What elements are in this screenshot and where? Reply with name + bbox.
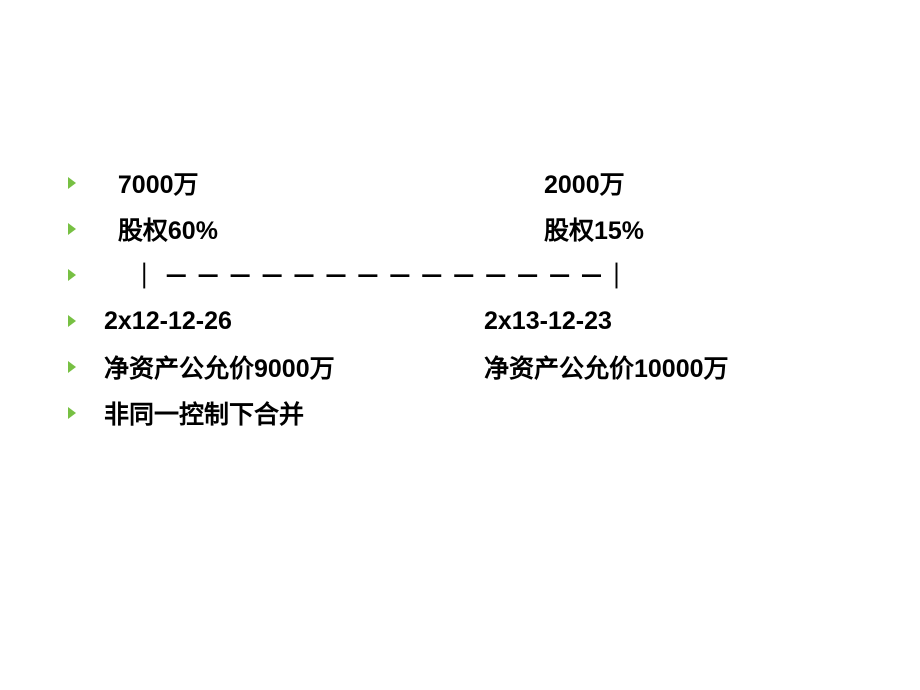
list-row-5: 净资产公允价9000万 净资产公允价10000万: [68, 351, 868, 383]
bullet-icon: [68, 177, 76, 189]
row2-col2: 股权15%: [544, 211, 644, 247]
row4-col1: 2x12-12-26: [104, 307, 484, 336]
row4-col2: 2x13-12-23: [484, 307, 612, 336]
row5-col1: 净资产公允价9000万: [104, 349, 484, 385]
list-row-3: ｜ － － － － － － － － － － － － － －｜: [68, 259, 868, 291]
bullet-icon: [68, 407, 76, 419]
bullet-icon: [68, 223, 76, 235]
row1-col2: 2000万: [544, 165, 625, 201]
row6-col1: 非同一控制下合并: [104, 395, 304, 431]
row1-col1: 7000万: [104, 165, 544, 201]
list-row-1: 7000万 2000万: [68, 167, 868, 199]
list-row-2: 股权60% 股权15%: [68, 213, 868, 245]
row3-col1: ｜ － － － － － － － － － － － － － －｜: [104, 257, 629, 293]
row2-col1: 股权60%: [104, 211, 544, 247]
bullet-icon: [68, 269, 76, 281]
bullet-icon: [68, 361, 76, 373]
bullet-icon: [68, 315, 76, 327]
list-row-6: 非同一控制下合并: [68, 397, 868, 429]
bullet-list: 7000万 2000万 股权60% 股权15% ｜ － － － － － － － …: [68, 167, 868, 443]
row5-col2: 净资产公允价10000万: [484, 349, 729, 385]
list-row-4: 2x12-12-26 2x13-12-23: [68, 305, 868, 337]
